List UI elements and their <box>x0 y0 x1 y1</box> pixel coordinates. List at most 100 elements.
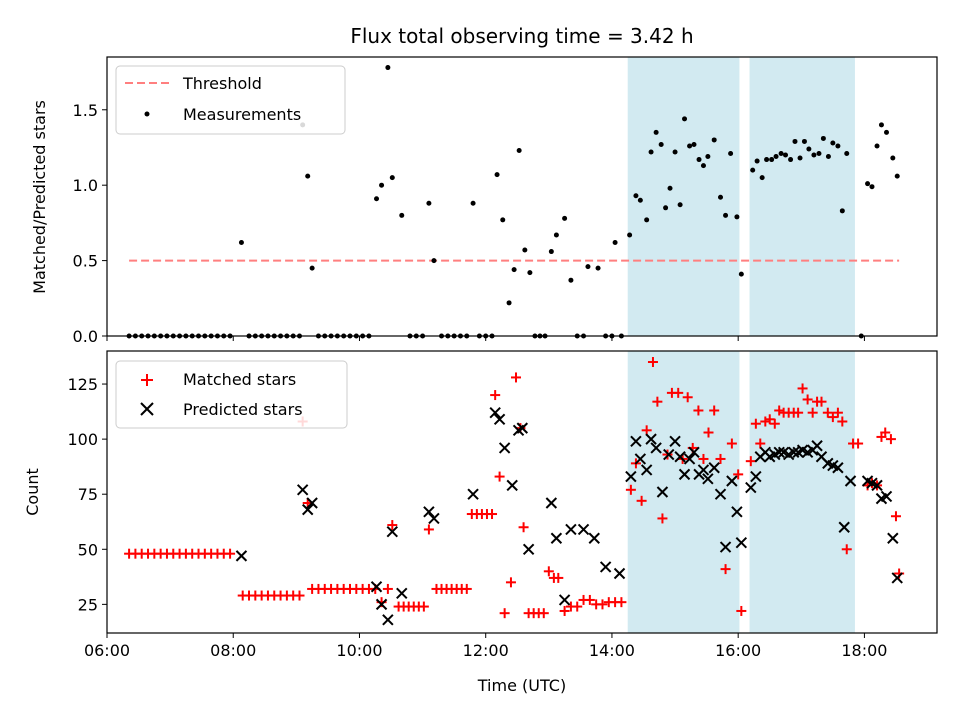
matched-stars-point-100 <box>698 453 709 464</box>
measurements-point-109 <box>778 151 784 157</box>
matched-stars-point-86 <box>625 484 636 495</box>
measurements-point-108 <box>773 154 779 160</box>
matched-stars-point-128 <box>841 544 852 555</box>
measurements-point-82 <box>637 197 643 203</box>
observing-window-2 <box>749 57 855 336</box>
measurements-point-83 <box>644 217 650 223</box>
observing-window-2 <box>749 351 855 633</box>
matched-stars-point-97 <box>682 392 693 403</box>
predicted-stars-point-24 <box>588 532 600 544</box>
measurements-point-85 <box>653 129 659 135</box>
measurements-point-104 <box>754 158 760 164</box>
top-axes: 0.0 0.5 1.0 1.5 <box>73 101 865 346</box>
matched-stars-point-103 <box>715 453 726 464</box>
predicted-stars-point-37 <box>678 468 691 481</box>
measurements-point-102 <box>738 271 744 277</box>
matched-stars-point-104 <box>720 564 731 575</box>
measurements-point-96 <box>705 154 711 160</box>
predicted-stars-point-36 <box>674 451 686 463</box>
x-tick-label-4: 14:00 <box>589 641 635 660</box>
measurements-point-60 <box>506 300 512 306</box>
predicted-stars-point-49 <box>745 481 757 494</box>
predicted-stars-point-26 <box>613 567 626 580</box>
matched-stars-point-41 <box>382 583 393 594</box>
measurements-point-128 <box>878 122 884 128</box>
x-axis-label: Time (UTC) <box>477 676 566 695</box>
matched-stars-point-123 <box>816 396 827 407</box>
matched-stars-point-82 <box>597 599 608 610</box>
measurements-point-39 <box>374 196 380 202</box>
measurements-point-80 <box>627 232 633 238</box>
legend-matched-label: Matched stars <box>183 370 296 389</box>
bottom-panel: 25 50 75 100 125 06:00 08:00 10:00 12:00 14:00 16:… <box>23 350 938 695</box>
bottom-plot-frame <box>106 350 938 634</box>
matched-stars-point-130 <box>853 438 864 449</box>
matched-stars-point-16 <box>225 548 236 559</box>
measurements-point-42 <box>389 175 395 181</box>
matched-stars-point-26 <box>294 590 305 601</box>
measurements-point-81 <box>633 193 639 199</box>
measurements-point-84 <box>648 149 654 155</box>
matched-stars-point-78 <box>572 601 583 612</box>
matched-stars-point-137 <box>890 511 901 522</box>
matched-stars-point-88 <box>636 495 647 506</box>
measurements-point-29 <box>309 265 315 271</box>
matched-stars-point-107 <box>736 605 747 616</box>
matched-stars-point-91 <box>652 396 663 407</box>
measurements-point-95 <box>700 163 706 169</box>
matched-stars-point-76 <box>559 605 570 616</box>
predicted-stars-point-42 <box>702 473 714 485</box>
legend-predicted-label: Predicted stars <box>183 400 303 419</box>
matched-stars-point-92 <box>657 513 668 524</box>
legend-threshold-label: Threshold <box>182 74 262 93</box>
predicted-stars-point-35 <box>669 435 681 448</box>
predicted-stars-point-8 <box>396 587 408 600</box>
measurements-point-17 <box>238 239 244 245</box>
predicted-stars-point-39 <box>688 446 700 459</box>
predicted-stars-point-30 <box>640 464 653 476</box>
predicted-stars-point-10 <box>428 512 440 525</box>
x-tick-label-0: 06:00 <box>84 641 130 660</box>
legend-measurements-swatch <box>144 111 150 117</box>
predicted-stars-point-20 <box>550 532 563 544</box>
predicted-stars-point-9 <box>423 506 435 518</box>
measurements-point-112 <box>792 138 798 144</box>
measurements-point-70 <box>562 215 568 221</box>
matched-stars-point-136 <box>885 434 896 445</box>
measurements-point-123 <box>844 151 850 157</box>
matched-stars-point-62 <box>490 390 501 401</box>
predicted-stars-point-43 <box>708 462 720 474</box>
y-tick-label-0: 0.0 <box>73 327 98 346</box>
measurements-point-106 <box>764 157 770 163</box>
measurements-point-113 <box>797 155 803 161</box>
predicted-stars-point-25 <box>599 561 612 573</box>
predicted-stars-point-2 <box>302 503 314 516</box>
predicted-stars-point-3 <box>306 497 318 509</box>
predicted-stars-point-74 <box>880 490 893 503</box>
predicted-stars-point-13 <box>493 413 506 426</box>
matched-stars-point-85 <box>616 597 627 608</box>
matched-stars-point-121 <box>807 407 818 418</box>
y-tick-label-2: 1.0 <box>73 176 98 195</box>
top-plot-frame <box>106 56 938 337</box>
matched-stars-point-109 <box>750 418 761 429</box>
y-tick-label-2: 75 <box>78 485 98 504</box>
y-tick-label-1: 0.5 <box>73 252 98 271</box>
predicted-stars-point-0 <box>235 550 248 562</box>
x-tick-label-6: 18:00 <box>841 641 887 660</box>
matched-stars-point-114 <box>774 405 785 416</box>
measurements-point-59 <box>500 217 506 223</box>
matched-stars-point-63 <box>494 471 505 482</box>
measurements-point-92 <box>687 143 693 149</box>
matched-stars-point-111 <box>760 416 771 427</box>
matched-stars-point-118 <box>793 407 804 418</box>
predicted-stars-point-38 <box>683 453 696 465</box>
x-tick-label-1: 08:00 <box>210 641 256 660</box>
predicted-stars-point-11 <box>467 488 479 500</box>
matched-stars-point-113 <box>769 418 780 429</box>
measurements-point-100 <box>728 151 734 157</box>
predicted-stars-point-63 <box>811 440 823 452</box>
measurements-point-94 <box>696 157 702 163</box>
matched-stars-point-127 <box>837 416 848 427</box>
